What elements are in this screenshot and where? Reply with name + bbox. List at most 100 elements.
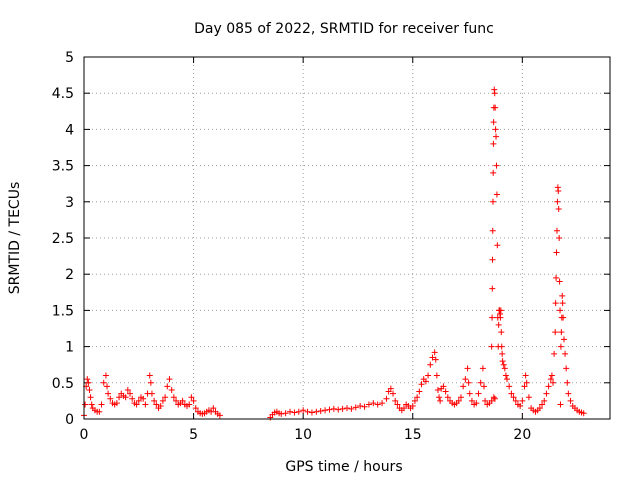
data-point — [580, 410, 587, 417]
chart-title: Day 085 of 2022, SRMTID for receiver fun… — [194, 21, 494, 37]
plot-frame — [83, 56, 611, 420]
data-point — [551, 350, 558, 357]
data-point — [555, 206, 562, 213]
data-point — [556, 235, 563, 241]
data-point — [379, 400, 386, 407]
data-point — [457, 394, 464, 401]
data-point — [500, 361, 507, 368]
data-point — [553, 274, 560, 281]
data-point — [552, 329, 559, 336]
data-point — [503, 376, 510, 383]
data-point — [502, 372, 509, 379]
data-point — [490, 140, 497, 147]
data-point — [553, 249, 560, 256]
data-point — [536, 405, 543, 412]
y-tick-label: 2 — [65, 267, 74, 283]
data-point — [557, 307, 564, 314]
data-point — [489, 227, 496, 234]
data-point — [433, 372, 440, 379]
data-point — [501, 365, 508, 372]
data-point — [374, 401, 381, 408]
data-point — [370, 400, 377, 407]
data-point — [489, 256, 496, 263]
data-point — [113, 400, 120, 407]
data-point — [547, 376, 554, 383]
data-point — [556, 278, 563, 285]
data-point — [473, 400, 480, 407]
data-point — [562, 350, 569, 357]
data-point — [552, 300, 559, 307]
data-point — [560, 314, 567, 321]
data-point — [322, 407, 329, 414]
data-point — [489, 198, 496, 205]
y-tick-label: 0 — [65, 412, 74, 428]
data-point — [434, 387, 441, 394]
data-point — [416, 388, 423, 395]
data-point — [490, 394, 497, 401]
data-point — [557, 401, 564, 408]
data-point — [295, 408, 302, 415]
data-point — [559, 292, 566, 299]
x-tick-label: 15 — [404, 427, 422, 443]
data-point — [348, 405, 355, 412]
y-tick-label: 3 — [65, 195, 74, 211]
data-point — [135, 397, 142, 404]
data-point — [522, 372, 529, 379]
data-point — [84, 376, 91, 383]
data-point — [151, 397, 158, 404]
data-point — [497, 314, 504, 321]
data-point — [142, 401, 149, 408]
data-point — [553, 227, 560, 234]
data-point — [427, 361, 434, 368]
data-point — [489, 285, 496, 292]
data-point — [462, 376, 469, 383]
data-point — [146, 372, 153, 379]
data-points — [81, 86, 587, 421]
data-point — [116, 394, 123, 401]
data-point — [541, 397, 548, 404]
data-point — [122, 394, 129, 401]
data-point — [173, 397, 180, 404]
data-point — [493, 162, 500, 169]
data-point — [492, 104, 499, 111]
data-point — [168, 387, 175, 394]
data-point — [460, 383, 467, 390]
data-point — [499, 350, 506, 357]
data-point — [107, 395, 114, 402]
data-point — [512, 397, 519, 404]
data-point — [414, 394, 421, 401]
y-tick-label: 4.5 — [52, 86, 74, 102]
data-point — [170, 394, 177, 401]
data-point — [326, 406, 333, 413]
data-point — [495, 321, 502, 328]
data-point — [465, 379, 472, 386]
data-point — [488, 397, 495, 404]
data-point — [539, 401, 546, 408]
data-point — [308, 409, 315, 416]
data-point — [548, 372, 555, 379]
data-point — [468, 397, 475, 404]
data-point — [521, 383, 528, 390]
data-point — [550, 379, 557, 386]
data-point — [159, 397, 166, 404]
data-point — [86, 387, 93, 394]
data-point — [563, 365, 570, 372]
data-point — [560, 336, 567, 343]
data-point — [96, 408, 103, 415]
data-point — [98, 401, 105, 408]
data-point — [479, 365, 486, 372]
data-point — [124, 387, 131, 394]
data-point — [523, 379, 530, 386]
data-point — [498, 329, 505, 336]
data-point — [567, 397, 574, 404]
data-point — [497, 307, 504, 314]
data-point — [525, 394, 532, 401]
data-point — [291, 409, 298, 416]
data-point — [335, 406, 342, 413]
data-point — [287, 408, 294, 415]
data-point — [383, 395, 390, 402]
data-point — [192, 405, 199, 412]
data-point — [148, 390, 155, 397]
data-point — [429, 354, 436, 361]
